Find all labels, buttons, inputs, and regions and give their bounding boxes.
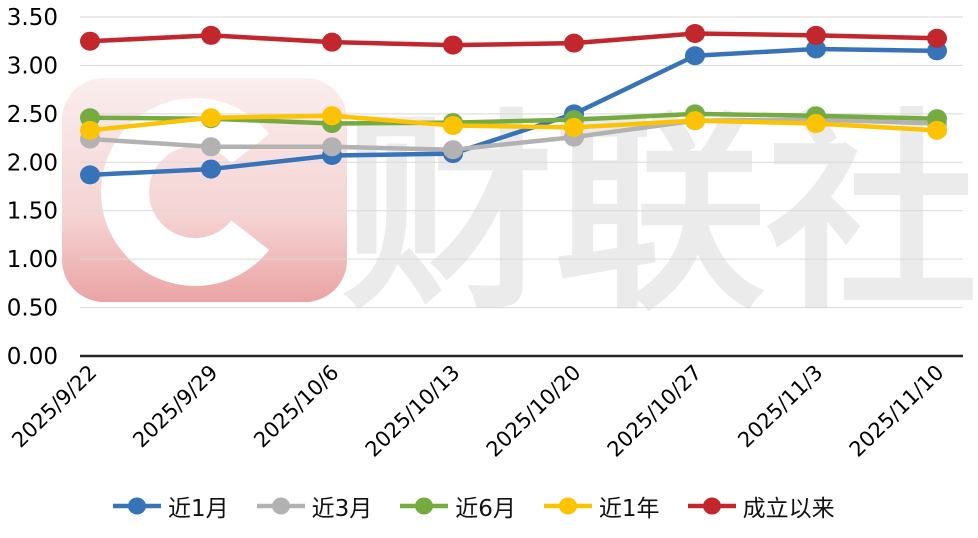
legend-item-成立以来: 成立以来 bbox=[687, 489, 835, 523]
data-point bbox=[443, 115, 463, 135]
legend-label: 近6月 bbox=[455, 496, 516, 522]
data-point bbox=[927, 28, 947, 48]
x-axis-tick-label: 2025/9/22 bbox=[7, 360, 101, 452]
x-axis-tick-label: 2025/10/20 bbox=[482, 360, 586, 461]
legend-label: 成立以来 bbox=[742, 496, 835, 522]
data-point bbox=[685, 111, 705, 131]
data-point bbox=[322, 137, 342, 157]
y-axis-tick-label: 0.00 bbox=[7, 344, 58, 370]
y-axis-tick-label: 3.50 bbox=[7, 5, 58, 31]
legend-item-近1年: 近1年 bbox=[543, 489, 660, 523]
legend-marker bbox=[400, 497, 449, 515]
legend-label: 近1年 bbox=[598, 496, 660, 522]
series-line bbox=[87, 117, 940, 152]
x-axis-tick-label: 2025/10/6 bbox=[249, 360, 343, 452]
x-axis-tick-label: 2025/11/3 bbox=[733, 360, 827, 452]
legend-marker-dot bbox=[558, 497, 577, 515]
data-point bbox=[685, 46, 705, 66]
x-axis-tick-label: 2025/11/10 bbox=[845, 360, 949, 461]
data-point bbox=[80, 165, 100, 185]
legend-item-近3月: 近3月 bbox=[256, 489, 373, 523]
legend-label: 近3月 bbox=[311, 496, 373, 522]
series-line bbox=[87, 46, 940, 178]
gridlines bbox=[80, 16, 963, 309]
chart-legend: 近1月 近3月 近6月 近1年 成立以来 bbox=[112, 486, 835, 526]
series-成立以来 bbox=[80, 23, 947, 55]
series-line bbox=[87, 113, 940, 133]
data-point bbox=[443, 35, 463, 55]
legend-marker bbox=[543, 497, 592, 515]
legend-marker bbox=[113, 497, 161, 515]
x-axis-tick-label: 2025/10/13 bbox=[361, 360, 465, 461]
data-point bbox=[201, 108, 221, 128]
data-point bbox=[685, 23, 705, 43]
series-近1年 bbox=[80, 106, 947, 140]
legend-marker bbox=[256, 497, 305, 515]
data-point bbox=[80, 120, 100, 140]
data-point bbox=[201, 137, 221, 157]
data-point bbox=[564, 117, 584, 137]
x-axis-tick-label: 2025/10/27 bbox=[603, 360, 707, 461]
data-point bbox=[443, 140, 463, 160]
legend-marker-dot bbox=[128, 497, 146, 515]
legend-marker bbox=[687, 497, 736, 515]
y-axis-tick-label: 0.50 bbox=[7, 296, 58, 322]
legend-item-近6月: 近6月 bbox=[399, 489, 516, 523]
legend-item-近1月: 近1月 bbox=[112, 489, 229, 523]
y-axis-tick-label: 2.00 bbox=[7, 150, 58, 176]
data-point bbox=[806, 39, 826, 59]
data-point bbox=[927, 120, 947, 140]
data-point bbox=[201, 25, 221, 45]
y-axis-tick-label: 1.00 bbox=[7, 247, 58, 273]
legend-marker-dot bbox=[271, 497, 290, 515]
data-point bbox=[564, 33, 584, 53]
y-axis-tick-label: 3.00 bbox=[7, 53, 58, 79]
data-point bbox=[806, 114, 826, 134]
series-line bbox=[87, 31, 940, 48]
x-axis-tick-label: 2025/9/29 bbox=[128, 360, 222, 452]
data-point bbox=[806, 25, 826, 45]
legend-label: 近1月 bbox=[168, 496, 229, 522]
legend-marker-dot bbox=[702, 497, 721, 515]
y-axis-tick-label: 1.50 bbox=[7, 199, 58, 225]
data-point bbox=[80, 31, 100, 51]
watermark: 财联社 bbox=[62, 78, 978, 338]
data-point bbox=[322, 32, 342, 52]
y-axis-tick-label: 2.50 bbox=[7, 102, 58, 128]
legend-marker-dot bbox=[415, 497, 434, 515]
data-point bbox=[322, 106, 342, 126]
series-lines bbox=[80, 23, 947, 185]
data-point bbox=[201, 159, 221, 179]
